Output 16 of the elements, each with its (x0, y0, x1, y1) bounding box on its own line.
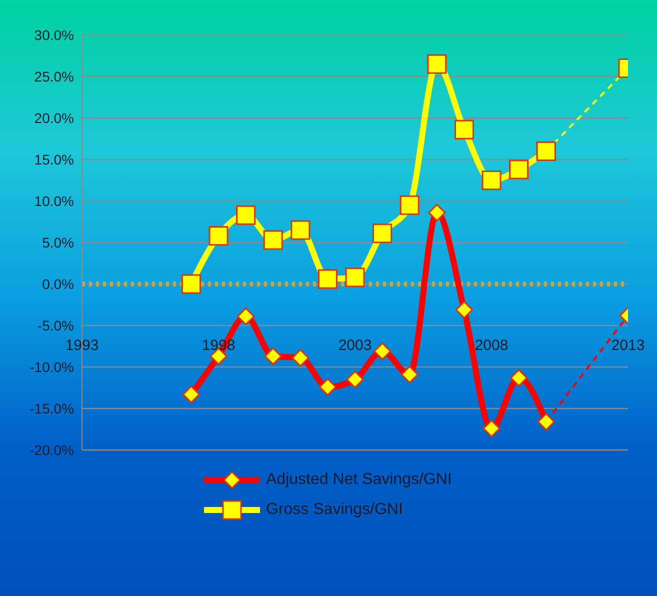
y-tick-label: -15.0% (30, 400, 74, 416)
y-tick-label: 20.0% (34, 110, 74, 126)
x-tick-label: 2003 (338, 337, 372, 354)
y-tick-label: 25.0% (34, 68, 74, 84)
x-tick-label: 2008 (474, 337, 508, 354)
legend-label: Adjusted Net Savings/GNI (266, 471, 452, 489)
y-tick-label: -20.0% (30, 442, 74, 458)
y-tick-label: -10.0% (30, 358, 74, 375)
y-tick-label: 15.0% (34, 151, 74, 168)
y-tick-label: 5.0% (42, 234, 74, 250)
legend-label: Gross Savings/GNI (266, 501, 403, 519)
y-tick-label: 0.0% (42, 276, 74, 292)
y-tick-label: 10.0% (34, 192, 74, 209)
y-tick-label: 30.0% (34, 26, 74, 43)
x-tick-label: 2013 (611, 337, 645, 354)
y-tick-label: -5.0% (37, 317, 74, 334)
